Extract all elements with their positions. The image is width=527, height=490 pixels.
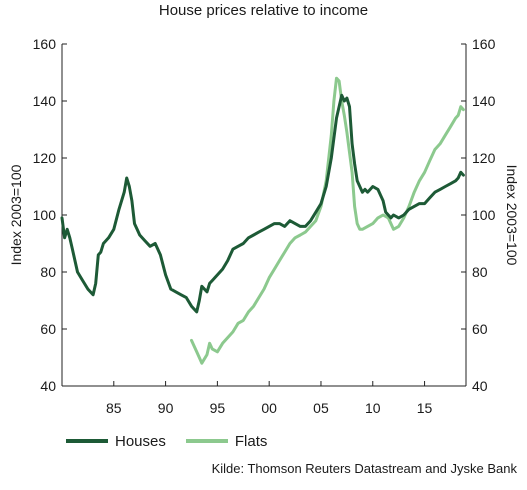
- legend-label-flats: Flats: [234, 432, 268, 450]
- y-tick-label-left: 160: [33, 36, 57, 52]
- chart-title: House prices relative to income: [158, 2, 369, 19]
- y-tick-label-right: 100: [472, 207, 496, 223]
- x-tick-label: 15: [417, 400, 433, 416]
- series-line-houses: [60, 93, 465, 314]
- x-tick-label: 85: [106, 400, 122, 416]
- y-tick-label-left: 60: [40, 321, 56, 337]
- y-tick-label-right: 60: [472, 321, 488, 337]
- y-tick-label-left: 40: [40, 378, 56, 394]
- y-axis-label-right: Index 2003=100: [504, 165, 520, 266]
- y-tick-label-right: 80: [472, 264, 488, 280]
- source-note: Kilde: Thomson Reuters Datastream and Jy…: [211, 461, 517, 476]
- y-tick-label-right: 40: [472, 378, 488, 394]
- y-tick-label-right: 140: [472, 93, 496, 109]
- legend-item-houses: Houses: [66, 433, 166, 450]
- y-tick-label-right: 120: [472, 150, 496, 166]
- legend-swatch-houses: [66, 439, 108, 443]
- legend: Houses Flats: [66, 430, 287, 452]
- y-tick-label-right: 160: [472, 36, 496, 52]
- x-tick-label: 90: [158, 400, 174, 416]
- legend-item-flats: Flats: [185, 432, 268, 450]
- y-tick-label-left: 100: [33, 207, 57, 223]
- y-axis-label-left: Index 2003=100: [8, 164, 24, 265]
- x-tick-label: 10: [365, 400, 381, 416]
- y-tick-label-left: 120: [33, 150, 57, 166]
- legend-swatch-flats: [185, 439, 228, 443]
- x-tick-label: 95: [210, 400, 226, 416]
- legend-label-houses: Houses: [115, 432, 166, 450]
- y-tick-label-left: 80: [40, 264, 56, 280]
- x-tick-label: 05: [313, 400, 329, 416]
- x-tick-label: 00: [261, 400, 277, 416]
- series-line-flats: [190, 76, 465, 365]
- y-tick-label-left: 140: [33, 93, 57, 109]
